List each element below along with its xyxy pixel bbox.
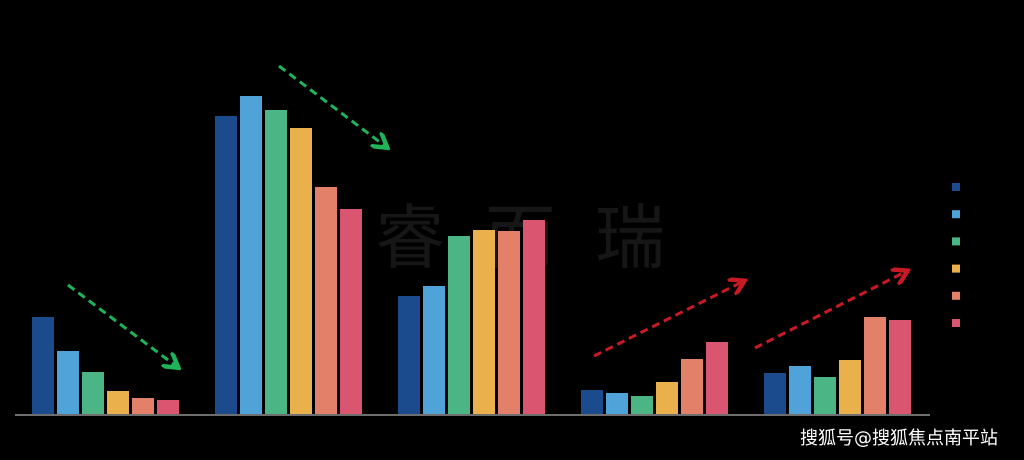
bar	[656, 382, 678, 414]
bar	[606, 393, 628, 414]
bar	[57, 351, 79, 414]
bar	[889, 320, 911, 414]
bar	[132, 398, 154, 414]
bar	[706, 342, 728, 414]
bar	[215, 116, 237, 414]
bar	[107, 391, 129, 414]
bar	[631, 396, 653, 414]
bar	[32, 317, 54, 414]
bar	[789, 366, 811, 414]
trend-arrow-up	[593, 282, 742, 358]
bar	[82, 372, 104, 414]
legend-swatch	[952, 291, 960, 300]
bar	[839, 360, 861, 414]
bar	[581, 390, 603, 414]
bar	[448, 236, 470, 414]
bar	[523, 220, 545, 414]
bar	[398, 296, 420, 414]
source-credit: 搜狐号@搜狐焦点南平站	[800, 428, 998, 449]
bar	[498, 231, 520, 414]
legend-swatch	[952, 264, 960, 273]
bar	[315, 187, 337, 414]
trend-arrow-down	[67, 283, 176, 366]
bar	[240, 96, 262, 414]
bar	[290, 128, 312, 414]
bar	[814, 377, 836, 414]
trend-arrow-up	[754, 272, 905, 350]
bar	[473, 230, 495, 414]
bar	[340, 209, 362, 414]
legend-swatch	[952, 210, 960, 219]
bar	[423, 286, 445, 414]
legend-swatch	[952, 319, 960, 327]
trend-arrow-down	[278, 64, 385, 146]
bar	[157, 400, 179, 414]
bar	[764, 373, 786, 414]
bar	[265, 110, 287, 414]
legend-swatch	[952, 237, 960, 246]
bar	[681, 359, 703, 414]
bar	[864, 317, 886, 414]
legend-swatch	[952, 183, 960, 191]
